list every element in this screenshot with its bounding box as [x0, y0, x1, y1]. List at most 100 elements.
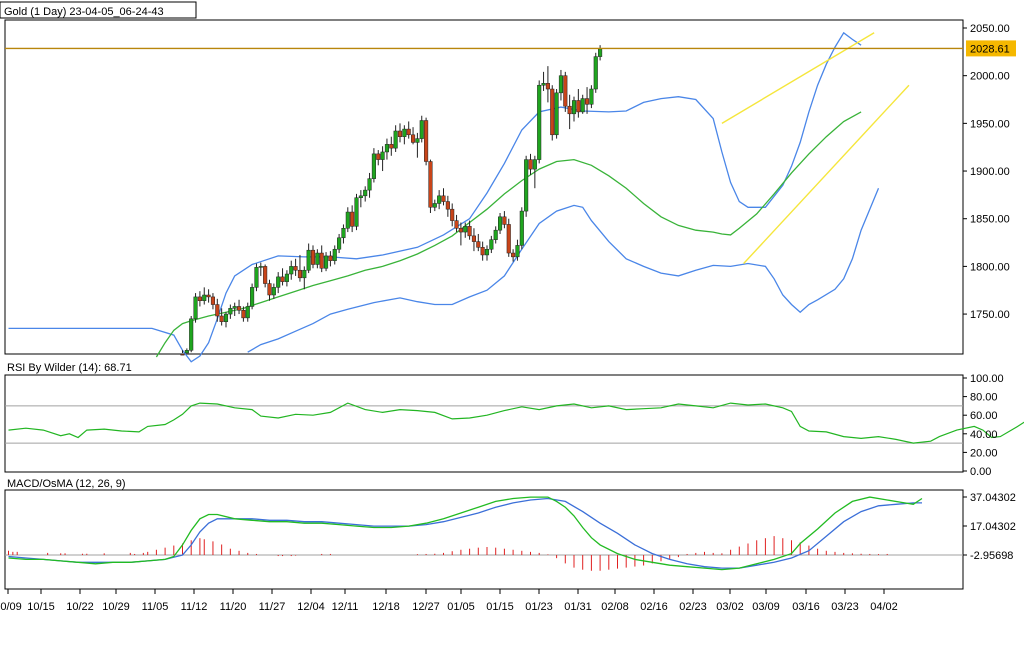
candle-body — [424, 120, 428, 161]
time-tick-label: 03/16 — [792, 601, 820, 613]
price-pane-frame — [5, 20, 963, 354]
candle-body — [372, 154, 376, 179]
rsi-pane-frame — [5, 375, 963, 472]
candle-body — [185, 350, 189, 353]
candle-body — [450, 209, 454, 220]
price-tick-label: 1900.00 — [970, 166, 1010, 178]
price-tick-label: 2000.00 — [970, 71, 1010, 83]
candle-body — [242, 310, 246, 318]
candle-body — [220, 316, 224, 322]
candle-body — [516, 245, 520, 256]
candle-body — [320, 253, 324, 268]
macd-title: MACD/OsMA (12, 26, 9) — [7, 478, 126, 490]
price-tick-label: 1950.00 — [970, 118, 1010, 130]
candle-body — [381, 152, 385, 160]
time-tick-label: 01/15 — [486, 601, 514, 613]
time-tick-label: 02/23 — [679, 601, 707, 613]
time-tick-label: 01/23 — [525, 601, 553, 613]
time-tick-label: 11/05 — [142, 601, 169, 613]
candle-body — [533, 160, 537, 170]
rsi-title: RSI By Wilder (14): 68.71 — [7, 362, 132, 374]
candle-body — [337, 238, 341, 249]
candle-body — [316, 253, 320, 264]
candle-body — [324, 256, 328, 268]
candle-body — [233, 306, 237, 308]
candle-body — [564, 76, 568, 107]
candle-body — [581, 99, 585, 112]
time-tick-label: 12/11 — [332, 601, 359, 613]
current-price-label: 2028.61 — [970, 43, 1010, 55]
price-pane: 2050.002000.001950.001900.001850.001800.… — [5, 20, 1016, 362]
candle-body — [189, 319, 193, 350]
candle-body — [555, 93, 559, 135]
macd-tick-label: 37.04302 — [970, 492, 1016, 504]
macd-tick-label: -2.95698 — [970, 550, 1013, 562]
candle-body — [520, 211, 524, 245]
candle-body — [303, 270, 307, 278]
price-tick-label: 1800.00 — [970, 261, 1010, 273]
candle-body — [350, 212, 354, 226]
candle-body — [281, 277, 285, 282]
time-tick-label: 02/08 — [601, 601, 629, 613]
candle-body — [407, 129, 411, 135]
candle-body — [437, 196, 441, 204]
candle-body — [420, 120, 424, 138]
price-tick-label: 2050.00 — [970, 23, 1010, 35]
candle-body — [529, 160, 533, 170]
candle-body — [255, 267, 259, 287]
candle-body — [285, 274, 289, 282]
time-tick-label: 12/27 — [412, 601, 440, 613]
candle-body — [594, 57, 598, 89]
candle-body — [398, 131, 402, 137]
price-tick-label: 1750.00 — [970, 309, 1010, 321]
macd-pane: MACD/OsMA (12, 26, 9) 37.04302 17.04302 -2… — [5, 478, 1016, 589]
candle-body — [224, 314, 228, 322]
window-title: Gold (1 Day) 23-04-05_06-24-43 — [4, 6, 164, 18]
candle-body — [211, 297, 215, 305]
candle-body — [346, 212, 350, 228]
rsi-tick-label: 80.00 — [970, 392, 998, 404]
candle-body — [263, 266, 267, 283]
time-tick-label: 12/04 — [297, 601, 325, 613]
candle-body — [455, 221, 459, 229]
candle-body — [498, 217, 502, 230]
candle-body — [524, 160, 528, 211]
candle-body — [590, 89, 594, 104]
candle-body — [403, 129, 407, 137]
candle-body — [198, 297, 202, 301]
candle-body — [507, 224, 511, 253]
candle-body — [446, 202, 450, 210]
rsi-tick-label: 60.00 — [970, 410, 998, 422]
candle-body — [568, 106, 572, 114]
candle-body — [355, 198, 359, 227]
time-tick-label: 10/22 — [66, 601, 94, 613]
candle-body — [490, 240, 494, 250]
candle-body — [311, 250, 315, 264]
macd-tick-label: 17.04302 — [970, 521, 1016, 533]
candle-body — [546, 83, 550, 89]
candle-body — [363, 190, 367, 196]
candle-body — [459, 228, 463, 232]
time-tick-label: 11/20 — [220, 601, 247, 613]
candle-body — [268, 284, 272, 295]
candle-body — [463, 226, 467, 232]
candle-body — [202, 295, 206, 301]
candle-body — [511, 253, 515, 257]
time-tick-label: 10/15 — [27, 601, 55, 613]
candle-body — [411, 135, 415, 143]
candle-body — [542, 83, 546, 85]
time-tick-label: 11/27 — [259, 601, 286, 613]
candle-body — [433, 203, 437, 207]
candle-body — [307, 250, 311, 270]
time-tick-label: 10/09 — [0, 601, 22, 613]
candle-body — [333, 249, 337, 260]
candle-body — [494, 230, 498, 240]
time-tick-label: 03/09 — [752, 601, 780, 613]
candle-body — [342, 228, 346, 238]
candle-body — [537, 85, 541, 159]
candle-body — [429, 162, 433, 208]
candle-body — [246, 306, 250, 317]
time-tick-label: 04/02 — [870, 601, 898, 613]
time-tick-label: 03/23 — [831, 601, 859, 613]
